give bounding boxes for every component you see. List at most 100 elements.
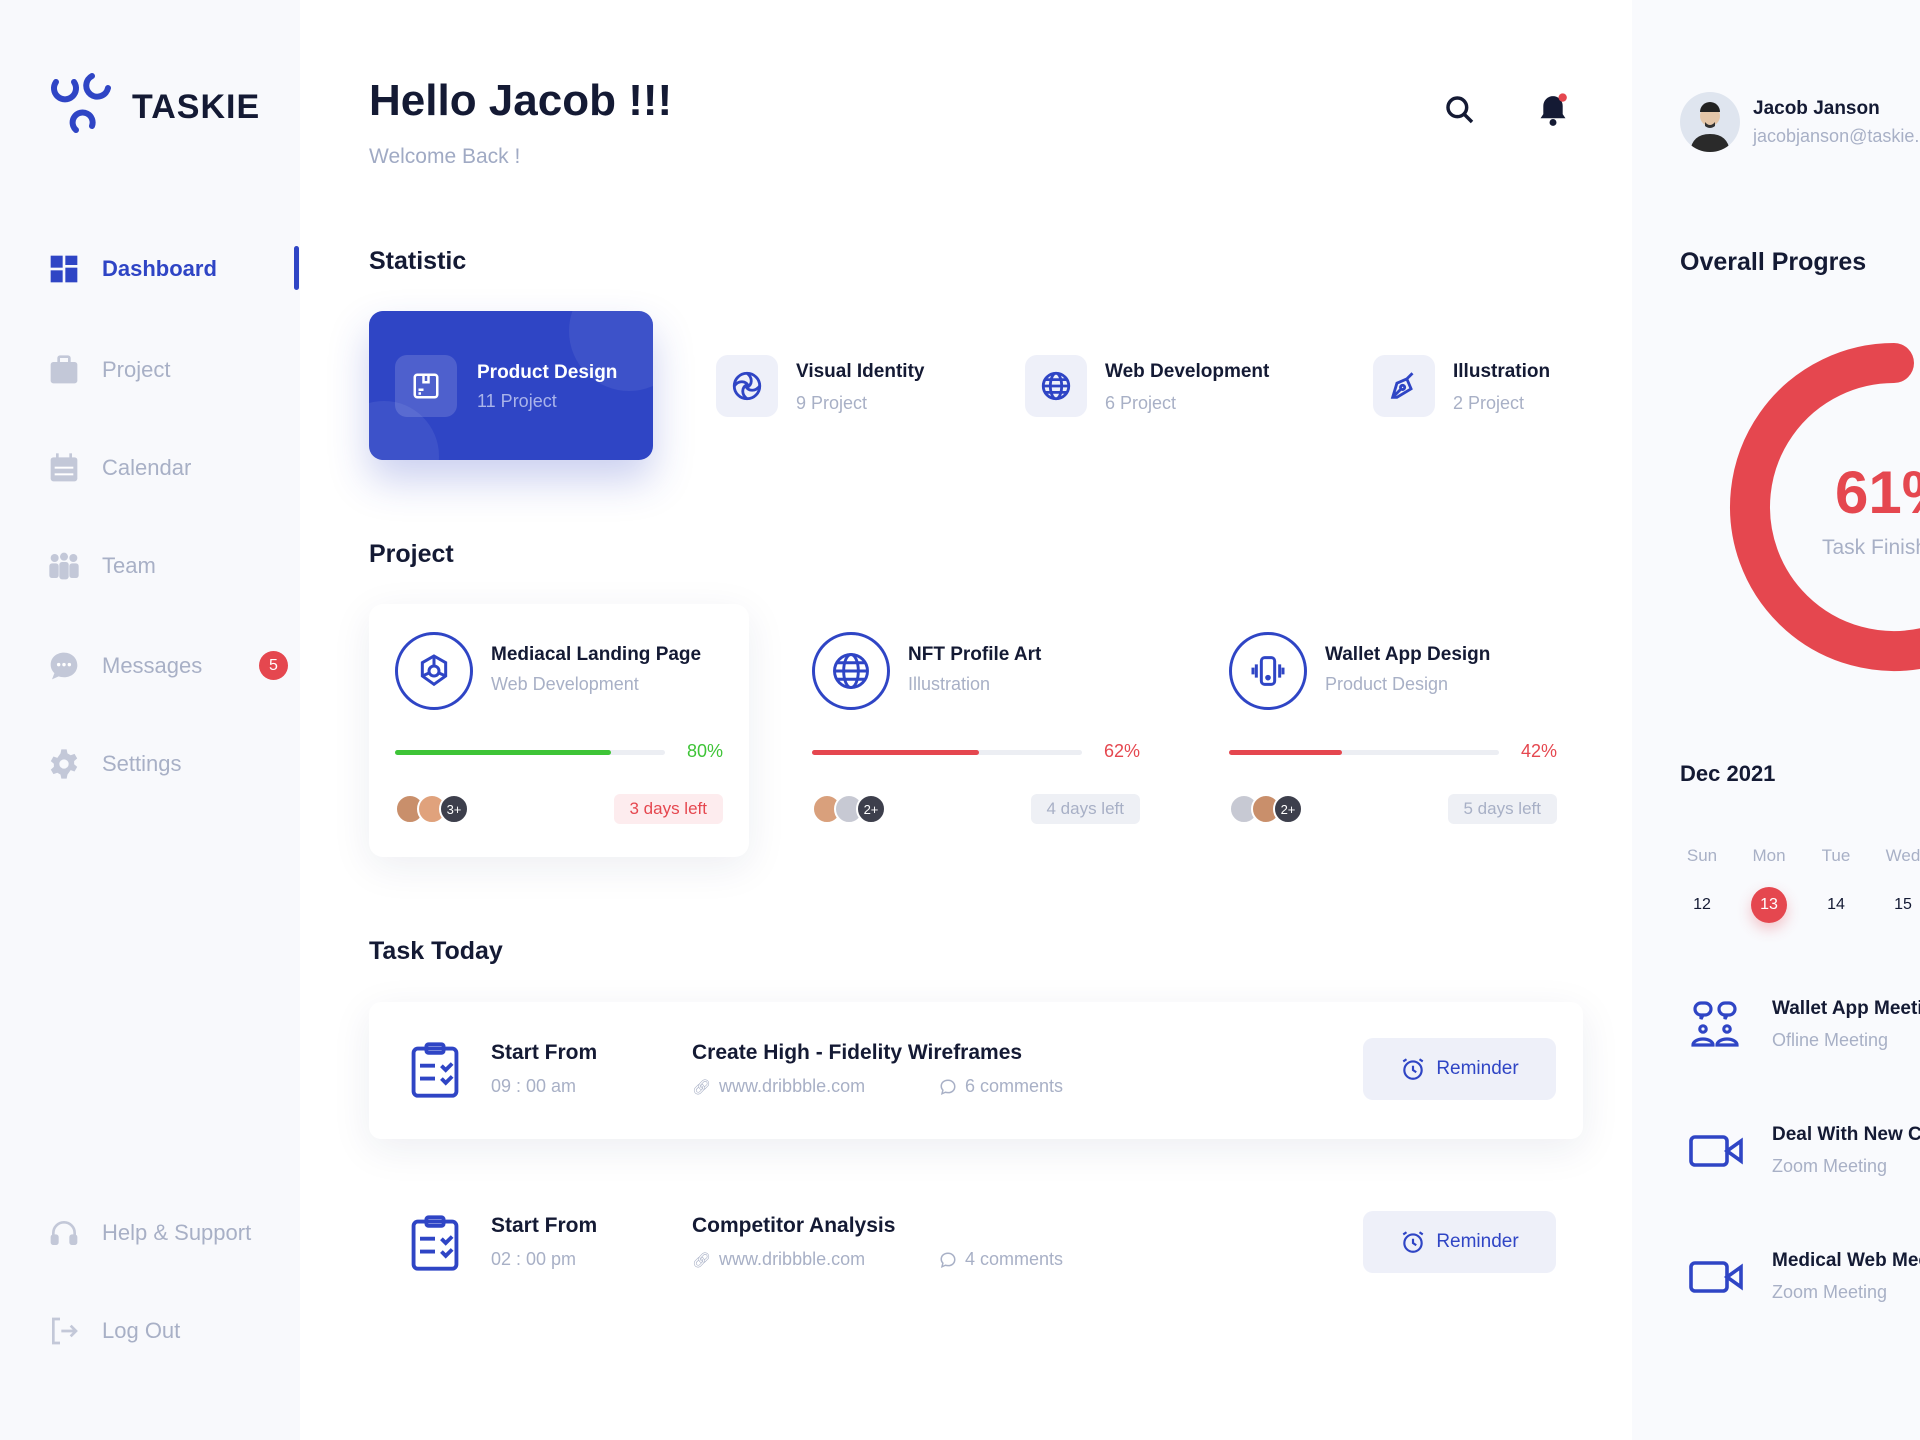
sidebar-item-dashboard[interactable]: Dashboard: [48, 249, 298, 289]
briefcase-icon: [50, 355, 78, 384]
logout-button[interactable]: Log Out: [48, 1311, 298, 1351]
user-email: jacobjanson@taskie.com: [1753, 126, 1920, 146]
calendar-month: Dec 2021: [1680, 761, 1776, 786]
project-category: Web Development: [491, 674, 639, 694]
sidebar-item-calendar[interactable]: Calendar: [48, 448, 298, 488]
meeting-title: Medical Web Meeting: [1772, 1250, 1920, 1271]
sidebar-item-settings[interactable]: Settings: [48, 744, 298, 784]
grid-icon: [50, 255, 78, 283]
project-title: NFT Profile Art: [908, 644, 1042, 665]
help-label: Help & Support: [102, 1220, 252, 1245]
alarm-clock-icon: [1402, 1231, 1424, 1253]
progress-fill: [395, 750, 611, 755]
stat-count: 2 Project: [1453, 393, 1525, 413]
progress-bar: [812, 750, 1082, 755]
reminder-label: Reminder: [1436, 1058, 1519, 1079]
reminder-button[interactable]: Reminder: [1363, 1038, 1556, 1100]
sidebar-item-project[interactable]: Project: [48, 350, 298, 390]
task-comments[interactable]: 6 comments: [939, 1076, 1063, 1097]
help-support-link[interactable]: Help & Support: [48, 1213, 298, 1253]
progress-bar: [395, 750, 665, 755]
phone-vibrate-icon: [1229, 632, 1307, 710]
task-row[interactable]: Start From 02 : 00 pm Competitor Analysi…: [369, 1175, 1583, 1312]
progress-fill: [1229, 750, 1343, 755]
calendar-icon: [50, 453, 78, 482]
video-icon: [1686, 1257, 1748, 1297]
right-panel: Jacob Janson jacobjanson@taskie.com Over…: [1632, 0, 1920, 1440]
stat-card-illustration[interactable]: Illustration 2 Project: [1373, 355, 1550, 417]
sidebar-item-label: Project: [102, 357, 171, 382]
video-icon: [1686, 1131, 1748, 1171]
meeting-item[interactable]: Medical Web Meeting Zoom Meeting: [1686, 1250, 1920, 1303]
member-avatars: 3+: [395, 794, 469, 824]
page-subtitle: Welcome Back !: [369, 145, 521, 168]
stat-count: 9 Project: [796, 393, 868, 413]
member-avatars: 2+: [1229, 794, 1303, 824]
alarm-clock-icon: [1402, 1058, 1424, 1080]
project-card[interactable]: NFT Profile Art Illustration 62% 2+ 4 da…: [786, 604, 1166, 857]
sidebar-item-label: Dashboard: [102, 256, 217, 281]
stat-card-product-design[interactable]: Product Design 11 Project: [369, 311, 653, 460]
task-link[interactable]: 🔗︎ www.dribbble.com: [692, 1076, 865, 1097]
bell-icon[interactable]: [1536, 92, 1570, 128]
stat-title: Product Design: [477, 362, 618, 383]
sidebar-item-label: Settings: [102, 751, 182, 776]
project-title: Mediacal Landing Page: [491, 644, 702, 665]
progress-fill: [812, 750, 980, 755]
meeting-item[interactable]: Deal With New Client Zoom Meeting: [1686, 1124, 1920, 1177]
stat-title: Web Development: [1105, 361, 1270, 382]
headset-icon: [50, 1221, 78, 1245]
statistic-heading: Statistic: [369, 247, 467, 275]
weekday-label: Mon: [1752, 846, 1786, 865]
active-indicator: [294, 246, 299, 290]
more-members-count: 3+: [439, 794, 469, 824]
link-icon: 🔗︎: [692, 1251, 712, 1269]
meeting-type: Zoom Meeting: [1772, 1156, 1888, 1176]
avatar[interactable]: [1680, 92, 1740, 152]
stat-count: 6 Project: [1105, 393, 1177, 413]
reminder-button[interactable]: Reminder: [1363, 1211, 1556, 1273]
days-left-badge: 5 days left: [1447, 794, 1557, 824]
task-comments[interactable]: 4 comments: [939, 1249, 1063, 1270]
stat-card-visual-identity[interactable]: Visual Identity 9 Project: [716, 355, 924, 417]
weekday-label: Sun: [1686, 846, 1718, 865]
task-link-text: www.dribbble.com: [719, 1076, 866, 1096]
chat-icon: [50, 652, 78, 680]
logo-icon: [51, 73, 111, 133]
sidebar-item-messages[interactable]: Messages: [48, 646, 298, 686]
project-category: Illustration: [908, 674, 991, 694]
stat-count: 11 Project: [477, 391, 557, 411]
comment-icon: [940, 1251, 956, 1268]
package-icon: [395, 355, 457, 417]
project-card[interactable]: Wallet App Design Product Design 42% 2+ …: [1203, 604, 1583, 857]
user-name: Jacob Janson: [1753, 98, 1880, 119]
sidebar-item-label: Calendar: [102, 455, 192, 480]
link-icon: 🔗︎: [692, 1078, 712, 1096]
project-heading: Project: [369, 540, 454, 568]
task-link-text: www.dribbble.com: [719, 1249, 866, 1269]
task-row[interactable]: Start From 09 : 00 am Create High - Fide…: [369, 1002, 1583, 1139]
project-card[interactable]: Mediacal Landing Page Web Development 80…: [369, 604, 749, 857]
meeting-title: Wallet App Meeting: [1772, 998, 1920, 1019]
weekday-label: Tue: [1821, 846, 1851, 865]
weekday-label: Wed: [1885, 846, 1920, 865]
reminder-label: Reminder: [1436, 1231, 1519, 1252]
sidebar-item-team[interactable]: Team: [48, 546, 298, 586]
task-title: Competitor Analysis: [692, 1214, 896, 1237]
calendar-day[interactable]: 14: [1827, 896, 1845, 913]
stat-card-web-development[interactable]: Web Development 6 Project: [1025, 355, 1269, 417]
days-left-badge: 3 days left: [613, 794, 723, 824]
calendar-day[interactable]: 15: [1894, 896, 1912, 913]
brand-name: TASKIE: [132, 88, 261, 126]
progress-value: 61%: [1835, 459, 1920, 526]
task-today-heading: Task Today: [369, 937, 503, 965]
calendar-day[interactable]: 12: [1693, 896, 1711, 913]
logout-label: Log Out: [102, 1318, 181, 1343]
donut-arc: [1730, 343, 1920, 671]
calendar-day[interactable]: 13: [1751, 887, 1787, 923]
meeting-type: Ofline Meeting: [1772, 1030, 1889, 1050]
meeting-item[interactable]: Wallet App Meeting Ofline Meeting: [1686, 998, 1920, 1051]
task-link[interactable]: 🔗︎ www.dribbble.com: [692, 1249, 865, 1270]
search-icon[interactable]: [1444, 94, 1476, 126]
progress-caption: Task Finished: [1822, 536, 1920, 559]
